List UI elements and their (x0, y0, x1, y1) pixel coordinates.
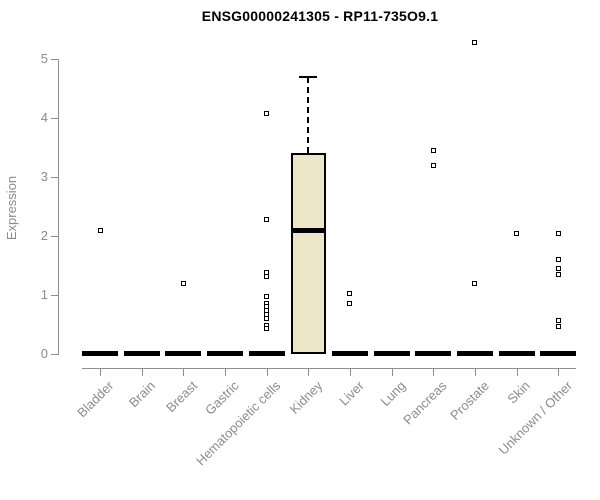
x-category-label: Kidney (286, 378, 325, 417)
x-tick-mark (183, 368, 185, 376)
outlier-point (555, 323, 561, 329)
y-tick-mark (51, 295, 58, 296)
y-tick-mark (51, 354, 58, 355)
x-tick-mark (141, 368, 143, 376)
outlier-point (430, 162, 436, 168)
y-tick-label: 0 (40, 346, 48, 361)
collapsed-box-median (498, 351, 535, 356)
outlier-point (472, 280, 478, 286)
x-tick-mark (558, 368, 560, 376)
outlier-point (180, 280, 186, 286)
box (290, 153, 326, 354)
outlier-point (555, 265, 561, 271)
x-tick-mark (474, 368, 476, 376)
outlier-point (347, 301, 353, 307)
outlier-point (555, 257, 561, 263)
collapsed-box-median (123, 351, 160, 356)
x-category-label: Breast (162, 378, 200, 416)
outlier-point (472, 39, 478, 45)
x-category-label: Skin (504, 378, 534, 407)
x-category-label: Liver (336, 378, 367, 409)
collapsed-box-median (415, 351, 452, 356)
x-category-label: Gastric (201, 378, 242, 418)
y-tick-label: 5 (40, 51, 48, 66)
y-tick-mark (51, 236, 58, 237)
collapsed-box-median (165, 351, 202, 356)
collapsed-box-median (540, 351, 577, 356)
y-tick-mark (51, 59, 58, 60)
whisker-line (307, 76, 310, 154)
outlier-point (264, 216, 270, 222)
y-tick-mark (51, 118, 58, 119)
collapsed-box-median (206, 351, 243, 356)
outlier-point (264, 274, 270, 280)
whisker-cap (299, 75, 318, 78)
x-tick-mark (308, 368, 310, 376)
outlier-point (264, 294, 270, 300)
x-category-label: Pancreas (400, 378, 450, 428)
x-tick-mark (391, 368, 393, 376)
x-tick-mark (349, 368, 351, 376)
y-tick-label: 3 (40, 169, 48, 184)
median-line (290, 227, 326, 233)
outlier-point (264, 326, 270, 332)
outlier-point (555, 230, 561, 236)
outlier-point (264, 110, 270, 116)
x-category-label: Prostate (446, 378, 492, 423)
x-tick-mark (516, 368, 518, 376)
x-axis-line (82, 368, 576, 369)
collapsed-box-median (456, 351, 493, 356)
collapsed-box-median (373, 351, 410, 356)
outlier-point (264, 316, 270, 322)
collapsed-box-median (82, 351, 118, 356)
y-tick-mark (51, 177, 58, 178)
x-category-label: Lung (377, 378, 409, 410)
y-axis-label: Expression (4, 175, 19, 241)
outlier-point (347, 290, 353, 296)
y-tick-label: 2 (40, 228, 48, 243)
outlier-point (430, 147, 436, 153)
collapsed-box-median (331, 351, 368, 356)
x-category-label: Brain (126, 378, 159, 411)
x-category-label: Unknown / Other (495, 378, 575, 458)
x-tick-mark (100, 368, 101, 376)
y-tick-label: 1 (40, 287, 48, 302)
x-tick-mark (224, 368, 226, 376)
y-axis-line (58, 59, 59, 355)
chart-title: ENSG00000241305 - RP11-735O9.1 (201, 8, 439, 24)
x-tick-mark (266, 368, 268, 376)
x-category-label: Bladder (74, 378, 117, 421)
outlier-point (514, 230, 520, 236)
outlier-point (555, 271, 561, 277)
outlier-point (97, 227, 103, 233)
collapsed-box-median (248, 351, 285, 356)
x-tick-mark (433, 368, 435, 376)
outlier-point (555, 317, 561, 323)
y-tick-label: 4 (40, 110, 48, 125)
